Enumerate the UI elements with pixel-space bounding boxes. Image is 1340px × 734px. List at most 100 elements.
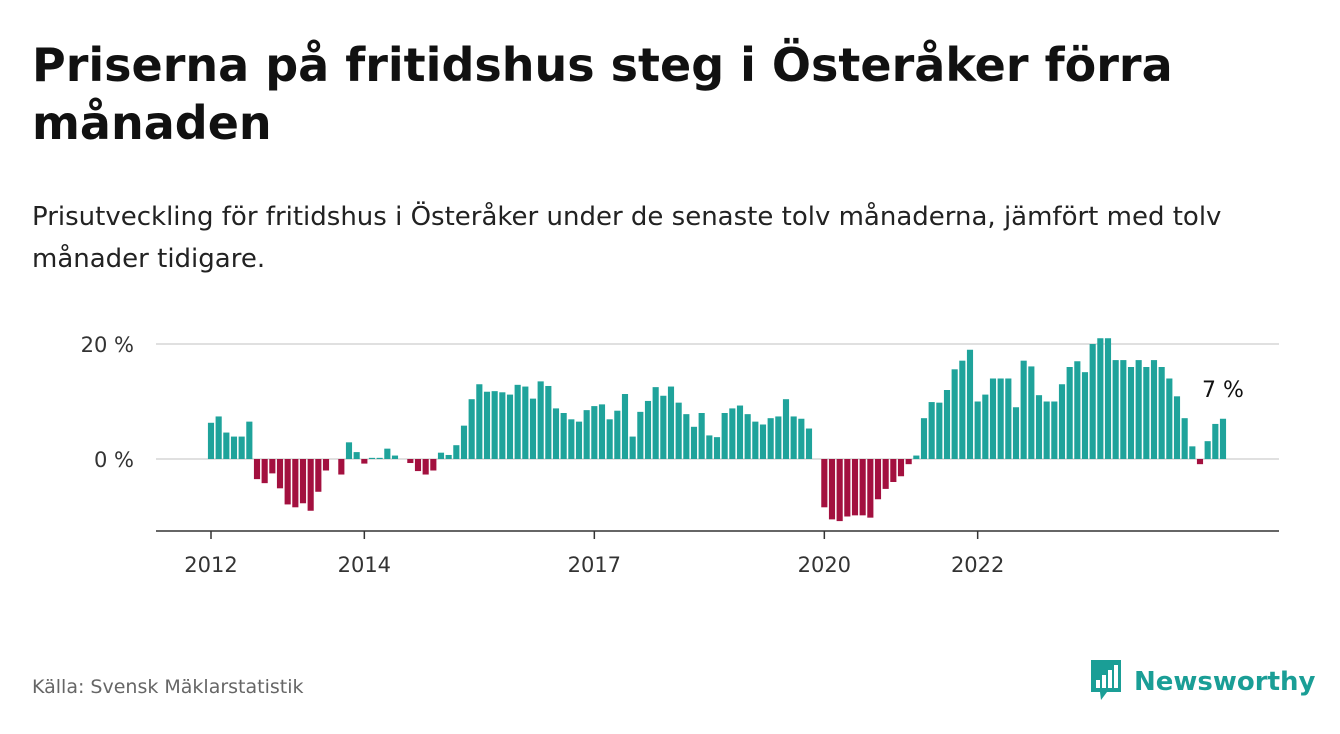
bar [207, 422, 215, 460]
bar [667, 386, 675, 459]
bar [1051, 401, 1058, 459]
bar [1196, 459, 1204, 465]
bar [1212, 423, 1219, 459]
bar [1135, 360, 1142, 459]
chart-subtitle: Prisutveckling för fritidshus i Österåke… [32, 202, 1222, 274]
bar [445, 454, 452, 459]
x-tick-label: 2022 [951, 553, 1004, 577]
bar [897, 459, 905, 477]
x-tick-label: 2012 [184, 553, 237, 577]
bar [767, 418, 774, 459]
bar [629, 436, 636, 460]
x-tick-label: 2014 [338, 553, 391, 577]
source-note: Källa: Svensk Mäklarstatistik [32, 676, 304, 698]
bar [483, 391, 491, 459]
bar [775, 416, 782, 459]
chart-title: Priserna på fritidshus steg i Österåker … [32, 38, 1173, 150]
bar [361, 459, 368, 464]
bar [1104, 338, 1112, 459]
bar [752, 421, 759, 460]
bar [1143, 367, 1150, 459]
bar [606, 419, 613, 459]
bar [1097, 338, 1104, 459]
bar [660, 395, 667, 459]
bar [997, 378, 1004, 459]
bar [261, 459, 268, 484]
bar [598, 404, 606, 460]
bar [982, 394, 989, 459]
bar [759, 424, 767, 459]
bar-chart-logo-icon [1088, 658, 1124, 706]
bar [345, 442, 353, 460]
bar [706, 435, 713, 459]
bar [292, 459, 299, 508]
bar [583, 410, 590, 460]
bar [1204, 441, 1211, 459]
bar [307, 459, 314, 511]
bar [867, 459, 874, 518]
bar [529, 398, 537, 460]
bar [943, 390, 951, 459]
bar [1058, 384, 1066, 459]
brand-label: Newsworthy [1134, 667, 1316, 697]
bar [575, 421, 583, 460]
bar [989, 378, 997, 459]
bar [736, 405, 744, 460]
bar [1028, 366, 1035, 459]
bar [384, 448, 391, 459]
bar [890, 459, 897, 482]
bar [560, 413, 567, 459]
bar [828, 459, 836, 520]
bar [499, 392, 506, 459]
bar [322, 459, 330, 471]
bar [537, 381, 544, 460]
bar [568, 419, 575, 459]
bar [238, 436, 245, 460]
bar [422, 459, 429, 475]
bar [545, 385, 552, 459]
bar [790, 416, 797, 459]
bar [966, 349, 974, 459]
bar [1120, 360, 1127, 459]
bar [253, 459, 261, 480]
bar [468, 399, 475, 459]
bar [1020, 360, 1027, 459]
bar [284, 459, 291, 505]
bar [1158, 367, 1165, 459]
bar [353, 452, 360, 459]
bar [552, 408, 560, 459]
bar [1089, 344, 1096, 459]
bar [913, 455, 920, 459]
bar [591, 406, 598, 459]
bar [690, 426, 698, 459]
bar [1166, 378, 1173, 459]
bar [683, 414, 690, 459]
bar [430, 459, 437, 471]
bar [1043, 401, 1050, 459]
y-tick-label: 0 % [94, 448, 134, 472]
bar [1112, 360, 1119, 459]
bar [920, 418, 928, 459]
bar [721, 413, 728, 459]
bar [1081, 372, 1089, 459]
bar [506, 394, 514, 459]
bar [905, 459, 912, 465]
bar [1127, 367, 1135, 459]
y-tick-label: 20 % [81, 333, 134, 357]
last-value-label: 7 % [1202, 378, 1244, 403]
bar [376, 457, 383, 459]
bar [223, 432, 230, 459]
bar [959, 360, 966, 459]
bar [1066, 367, 1073, 459]
bar [269, 459, 276, 474]
bar [821, 459, 828, 508]
bar [1035, 395, 1043, 459]
bar [652, 387, 659, 460]
bar [1181, 418, 1188, 459]
brand-logo[interactable]: Newsworthy [1088, 660, 1315, 704]
x-tick-label: 2020 [798, 553, 851, 577]
bar [407, 459, 414, 464]
bar [491, 391, 498, 459]
bar [713, 437, 721, 459]
x-tick-label: 2017 [568, 553, 621, 577]
